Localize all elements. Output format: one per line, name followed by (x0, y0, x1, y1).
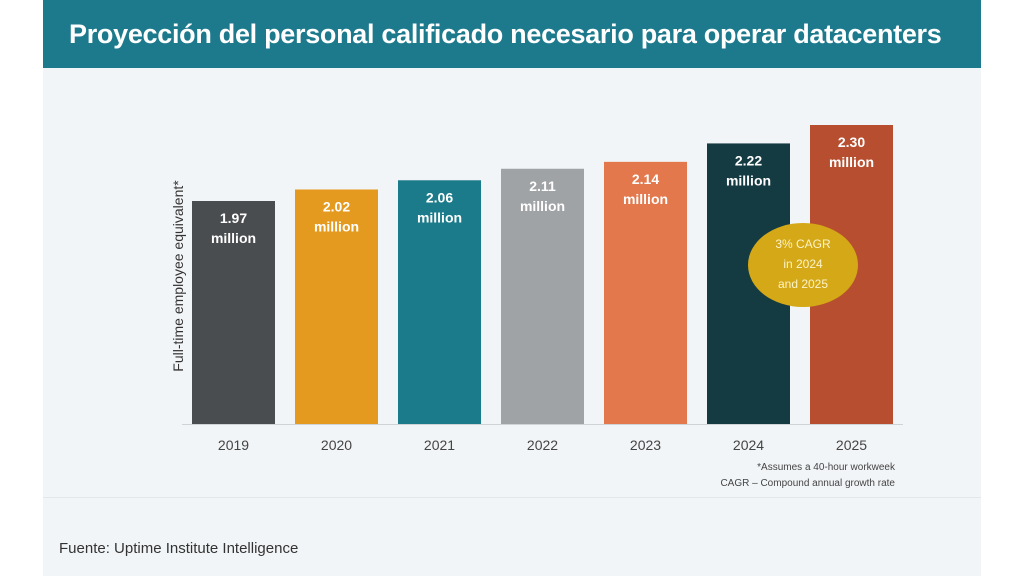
data-label-unit-2021: million (417, 209, 462, 225)
data-label-value-2024: 2.22 (735, 152, 762, 168)
footnote-1: CAGR – Compound annual growth rate (720, 478, 895, 489)
slide: Proyección del personal calificado neces… (43, 0, 981, 576)
x-tick-label-2019: 2019 (218, 437, 249, 453)
data-label-unit-2019: million (211, 230, 256, 246)
x-tick-label-2024: 2024 (733, 437, 764, 453)
data-label-value-2020: 2.02 (323, 198, 350, 214)
data-label-value-2019: 1.97 (220, 210, 247, 226)
data-label-unit-2020: million (314, 218, 359, 234)
data-label-unit-2024: million (726, 172, 771, 188)
bar-2023 (604, 161, 687, 424)
cagr-annotation-line-0: 3% CAGR (775, 237, 831, 251)
chart-title: Proyección del personal calificado neces… (69, 19, 942, 49)
data-label-value-2025: 2.30 (838, 134, 865, 150)
source-note: Fuente: Uptime Institute Intelligence (59, 540, 299, 557)
title-bar: Proyección del personal calificado neces… (43, 0, 981, 68)
bar-2021 (398, 180, 481, 424)
bar-2019 (192, 201, 275, 424)
cagr-annotation-line-2: and 2025 (778, 277, 828, 291)
cagr-annotation-bubble (748, 223, 858, 307)
data-label-value-2023: 2.14 (632, 171, 659, 187)
bar-2020 (295, 189, 378, 424)
footnote-0: *Assumes a 40-hour workweek (757, 462, 896, 473)
x-tick-label-2023: 2023 (630, 437, 661, 453)
y-axis-label: Full-time employee equivalent* (170, 180, 186, 372)
x-tick-label-2020: 2020 (321, 437, 352, 453)
data-label-value-2021: 2.06 (426, 189, 453, 205)
data-label-value-2022: 2.11 (529, 178, 556, 194)
data-label-unit-2023: million (623, 191, 668, 207)
x-tick-label-2025: 2025 (836, 437, 867, 453)
x-tick-label-2021: 2021 (424, 437, 455, 453)
x-tick-label-2022: 2022 (527, 437, 558, 453)
bar-chart: Full-time employee equivalent* 1.97 millio… (43, 125, 981, 498)
data-label-unit-2022: million (520, 198, 565, 214)
cagr-annotation-line-1: in 2024 (783, 257, 823, 271)
bar-2022 (501, 168, 584, 424)
data-label-unit-2025: million (829, 154, 874, 170)
